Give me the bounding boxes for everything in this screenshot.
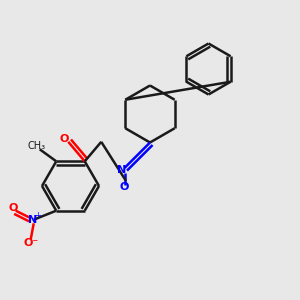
Text: CH₃: CH₃ xyxy=(27,141,45,151)
Text: N: N xyxy=(118,165,127,176)
Text: O: O xyxy=(60,134,69,144)
Text: O: O xyxy=(120,182,129,192)
Text: N: N xyxy=(28,215,37,225)
Text: O: O xyxy=(8,203,17,213)
Text: O⁻: O⁻ xyxy=(23,238,38,248)
Text: +: + xyxy=(34,211,41,220)
